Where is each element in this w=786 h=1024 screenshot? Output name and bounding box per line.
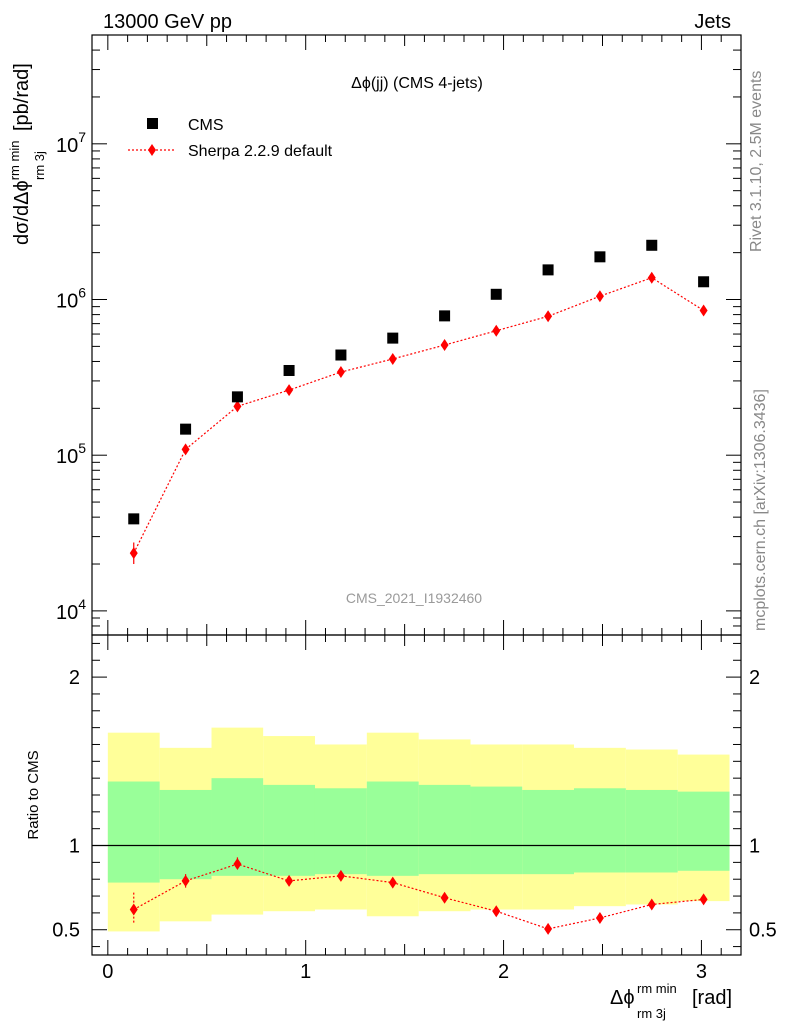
ratio-y-tick-label-left: 0.5 xyxy=(52,920,80,942)
rivet-label: Rivet 3.1.10, 2.5M events xyxy=(748,71,765,252)
sherpa-ratio-point xyxy=(647,898,656,911)
x-tick-label: 2 xyxy=(498,961,509,983)
xlabel: Δϕ xyxy=(610,987,635,1009)
cms-point xyxy=(542,264,554,276)
sherpa-ratio-point xyxy=(233,858,242,871)
sherpa-point xyxy=(388,352,397,365)
band-inner-bin xyxy=(314,788,367,875)
x-tick-label: 0 xyxy=(102,961,113,983)
cms-point xyxy=(335,349,347,361)
xlabel-sub: rm 3j xyxy=(637,1006,666,1021)
sherpa-ratio-point xyxy=(440,891,449,904)
main-y-tick-labels: 104 105 106 107 xyxy=(56,129,86,624)
cms-point xyxy=(439,310,451,322)
sherpa-series xyxy=(129,271,708,565)
band-inner-bin xyxy=(263,784,315,876)
sherpa-point xyxy=(699,304,708,317)
cms-point xyxy=(128,513,140,525)
sherpa-ratio-line xyxy=(133,863,704,930)
sherpa-ratio-point xyxy=(336,869,345,882)
band-inner-bin xyxy=(625,789,678,873)
sherpa-ratio-point xyxy=(492,905,501,918)
mcplots-label: mcplots.cern.ch [arXiv:1306.3436] xyxy=(752,389,769,631)
sherpa-ratio-point xyxy=(285,874,294,887)
band-inner-bin xyxy=(522,789,575,875)
cms-point xyxy=(490,288,502,300)
cms-point xyxy=(698,276,710,288)
x-tick-labels: 0 1 2 3 xyxy=(102,961,707,983)
sherpa-point xyxy=(647,271,656,284)
main-panel: 104 105 106 107 Δϕ(jj) (CMS 4-jets) CMS_202… xyxy=(7,34,742,636)
ratio-ticks xyxy=(92,635,741,955)
band-inner-bin xyxy=(366,781,419,876)
band-inner-bin xyxy=(470,786,523,875)
sherpa-point xyxy=(233,400,242,413)
band-inner-bin xyxy=(677,791,730,871)
x-tick-label: 1 xyxy=(300,961,311,983)
band-inner-bin xyxy=(418,784,471,875)
y-tick-label: 105 xyxy=(56,440,86,468)
cms-series xyxy=(128,239,710,525)
xlabel-sup: rm min xyxy=(637,981,677,996)
y-tick-label: 106 xyxy=(56,285,86,313)
sherpa-ratio-point xyxy=(699,893,708,906)
band-inner-bin xyxy=(107,781,160,883)
header-right: Jets xyxy=(694,11,731,33)
ylabel-main: dσ/dΔϕ xyxy=(11,180,33,245)
sherpa-point xyxy=(181,443,190,456)
main-y-axis-label: dσ/dΔϕrm min rm 3j [pb/rad] xyxy=(7,63,47,245)
sherpa-point xyxy=(129,547,138,560)
y-tick-label: 104 xyxy=(56,596,86,624)
ratio-y-tick-label-right: 2 xyxy=(749,667,760,689)
ylabel-unit: [pb/rad] xyxy=(11,63,33,131)
sherpa-ratio-series xyxy=(129,857,708,935)
sherpa-point xyxy=(492,324,501,337)
ratio-y-tick-labels: 0.5 0.5 1 1 2 2 xyxy=(52,667,777,942)
sherpa-point xyxy=(544,310,553,323)
header-left: 13000 GeV pp xyxy=(103,11,232,33)
cms-point xyxy=(180,423,192,435)
ratio-y-label: Ratio to CMS xyxy=(25,750,42,839)
band-inner-bin xyxy=(574,788,626,873)
ratio-panel: 0.5 0.5 1 1 2 2 0 1 2 3 Ratio to CMS Δϕ rm min r… xyxy=(25,634,777,1021)
sherpa-ratio-point xyxy=(388,876,397,889)
x-tick-label: 3 xyxy=(696,961,707,983)
cms-point xyxy=(387,332,399,344)
cms-point xyxy=(594,251,606,263)
ratio-y-tick-label-left: 1 xyxy=(69,836,80,858)
y-tick-label: 107 xyxy=(56,129,86,157)
sherpa-point xyxy=(595,290,604,303)
cms-point xyxy=(283,364,295,376)
legend-cms-marker xyxy=(147,118,158,129)
sherpa-point xyxy=(285,384,294,397)
sherpa-ratio-point xyxy=(181,874,190,887)
svg-text:dσ/dΔϕrm min: dσ/dΔϕrm min xyxy=(7,141,33,245)
band-inner-bin xyxy=(159,789,212,880)
xlabel-unit: [rad] xyxy=(692,987,732,1009)
cms-point xyxy=(231,391,243,403)
sherpa-point xyxy=(440,339,449,352)
main-ticks xyxy=(92,34,741,636)
sherpa-line xyxy=(133,277,704,554)
legend-sherpa-label: Sherpa 2.2.9 default xyxy=(188,143,333,160)
ratio-y-tick-label-left: 2 xyxy=(69,667,80,689)
ratio-frame xyxy=(91,634,742,956)
legend-sherpa-marker xyxy=(148,144,156,156)
sherpa-ratio-point xyxy=(544,922,553,935)
sherpa-ratio-point xyxy=(129,903,138,916)
plot-title: Δϕ(jj) (CMS 4-jets) xyxy=(351,75,483,92)
band-inner xyxy=(107,778,730,883)
legend-cms-label: CMS xyxy=(188,117,224,134)
ratio-y-tick-label-right: 0.5 xyxy=(749,920,777,942)
cms-point xyxy=(646,239,658,251)
ratio-y-tick-label-right: 1 xyxy=(749,836,760,858)
ylabel-sub: rm 3j xyxy=(32,151,47,180)
watermark: CMS_2021_I1932460 xyxy=(346,590,482,606)
ylabel-sup: rm min xyxy=(7,141,22,181)
x-axis-label: Δϕ rm min rm 3j [rad] xyxy=(610,981,732,1021)
sherpa-point xyxy=(336,366,345,379)
sherpa-ratio-point xyxy=(595,911,604,924)
legend: CMS Sherpa 2.2.9 default xyxy=(128,117,333,160)
